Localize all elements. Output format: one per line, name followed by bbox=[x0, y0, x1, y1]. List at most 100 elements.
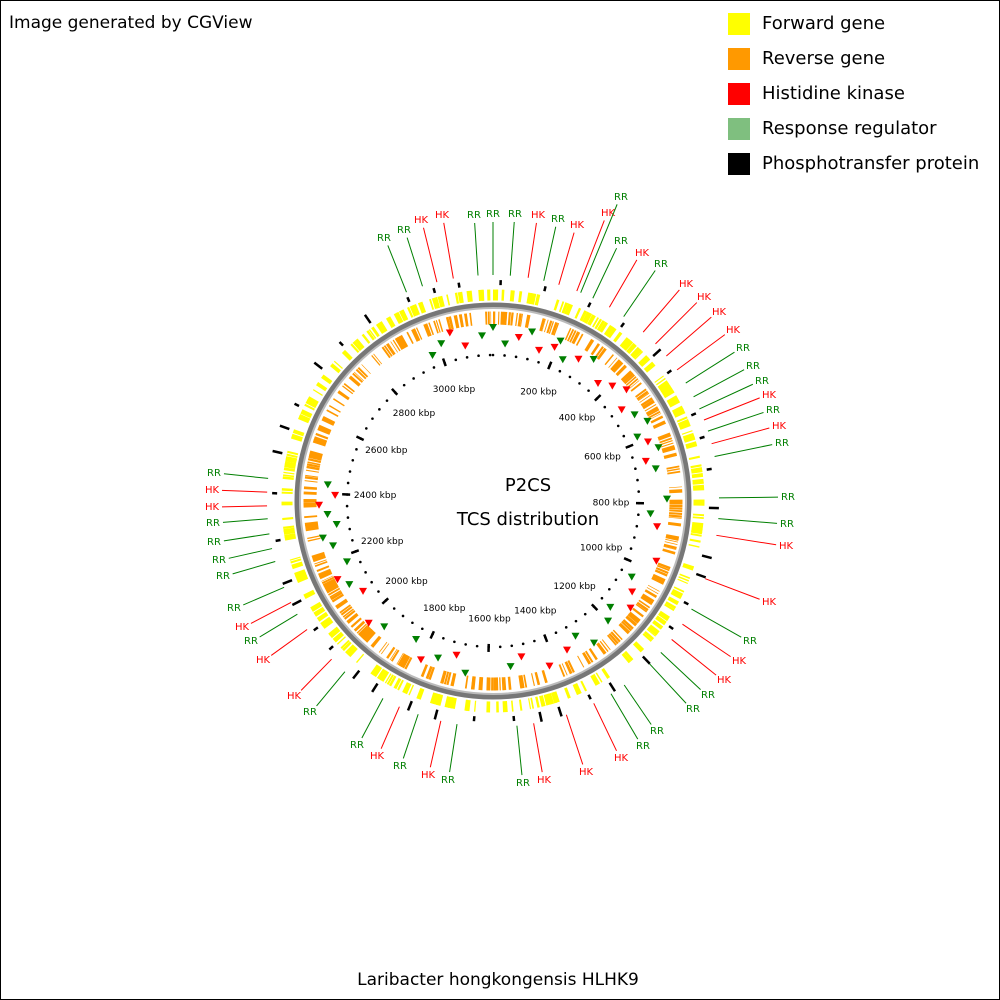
feature-label: HK bbox=[726, 325, 741, 336]
leader-line bbox=[655, 302, 698, 345]
reverse-gene bbox=[353, 620, 366, 632]
reverse-gene bbox=[357, 624, 369, 636]
forward-gene bbox=[596, 320, 606, 331]
leader-line bbox=[649, 663, 687, 704]
leader-line bbox=[516, 725, 523, 776]
ruler-dot bbox=[526, 357, 529, 361]
reverse-gene bbox=[640, 397, 653, 407]
reverse-gene bbox=[648, 410, 661, 419]
leader-line bbox=[691, 608, 742, 638]
leader-line bbox=[509, 221, 515, 276]
forward-gene bbox=[590, 673, 601, 686]
leader-line bbox=[223, 473, 269, 479]
feature-label: HK bbox=[421, 770, 436, 781]
feature-marker bbox=[333, 576, 342, 584]
reverse-gene bbox=[567, 660, 575, 673]
forward-gene bbox=[397, 679, 404, 691]
reverse-gene bbox=[357, 367, 369, 378]
reverse-gene bbox=[524, 314, 531, 328]
ruler-dot bbox=[401, 614, 405, 618]
leader-line bbox=[228, 548, 273, 559]
leader-line bbox=[593, 703, 617, 752]
forward-gene bbox=[332, 631, 345, 643]
ruler-dot bbox=[514, 355, 518, 359]
ruler-label: 800 kbp bbox=[593, 498, 630, 508]
reverse-gene bbox=[539, 318, 546, 332]
reverse-gene bbox=[413, 328, 421, 341]
ruler-dot bbox=[568, 375, 572, 379]
feature-label: RR bbox=[755, 376, 769, 387]
reverse-gene bbox=[445, 316, 452, 331]
ruler-dot bbox=[616, 424, 620, 428]
outer-mark bbox=[587, 302, 592, 308]
reverse-gene bbox=[604, 354, 614, 366]
forward-gene bbox=[434, 297, 440, 309]
reverse-gene bbox=[399, 654, 408, 668]
reverse-gene bbox=[327, 587, 341, 596]
forward-gene bbox=[306, 396, 319, 406]
leader-line bbox=[270, 629, 308, 656]
reverse-gene bbox=[624, 374, 636, 385]
forward-gene bbox=[298, 413, 311, 424]
feature-label: RR bbox=[441, 775, 455, 786]
ruler-tick bbox=[429, 630, 436, 640]
leader-line bbox=[387, 245, 407, 293]
reverse-gene bbox=[596, 347, 607, 360]
ruler-label: 2200 kbp bbox=[361, 537, 404, 547]
ruler-dot bbox=[537, 360, 540, 364]
forward-gene bbox=[284, 461, 297, 467]
forward-gene bbox=[632, 641, 645, 653]
forward-gene bbox=[437, 295, 445, 308]
feature-label: RR bbox=[775, 438, 789, 449]
forward-gene bbox=[594, 318, 603, 330]
ruler-dot bbox=[564, 626, 568, 629]
reverse-gene bbox=[663, 452, 678, 459]
forward-gene bbox=[311, 603, 323, 612]
reverse-gene bbox=[322, 578, 336, 587]
leader-line bbox=[660, 652, 701, 691]
reverse-gene bbox=[590, 343, 601, 356]
reverse-gene bbox=[551, 322, 558, 336]
forward-gene bbox=[370, 664, 380, 676]
feature-marker bbox=[359, 587, 368, 595]
forward-gene bbox=[388, 675, 397, 687]
outer-mark bbox=[291, 599, 302, 607]
ruler-dot bbox=[637, 513, 640, 517]
feature-label: HK bbox=[779, 541, 794, 552]
forward-gene bbox=[345, 644, 354, 654]
forward-gene bbox=[579, 310, 588, 322]
reverse-gene bbox=[558, 664, 566, 677]
forward-gene bbox=[663, 390, 675, 399]
feature-marker bbox=[331, 491, 340, 499]
ruler-dot bbox=[636, 478, 639, 482]
forward-gene bbox=[336, 636, 346, 645]
outer-mark bbox=[543, 286, 547, 292]
feature-label: RR bbox=[216, 571, 230, 582]
feature-marker bbox=[628, 588, 637, 596]
forward-gene bbox=[371, 326, 380, 338]
outer-mark bbox=[293, 402, 300, 408]
feature-label: RR bbox=[377, 233, 391, 244]
feature-marker bbox=[563, 646, 572, 654]
reverse-gene bbox=[446, 672, 452, 686]
forward-gene bbox=[572, 683, 582, 696]
leader-line bbox=[699, 383, 754, 410]
reverse-gene bbox=[618, 622, 631, 635]
forward-gene bbox=[330, 363, 341, 374]
outer-mark bbox=[313, 626, 319, 632]
ruler-dot bbox=[364, 571, 367, 574]
feature-marker bbox=[506, 663, 515, 671]
ruler-dot bbox=[377, 590, 380, 593]
forward-gene bbox=[333, 360, 343, 369]
outer-mark bbox=[371, 682, 379, 693]
outer-mark bbox=[557, 706, 563, 717]
reverse-gene bbox=[420, 664, 429, 678]
leader-line bbox=[610, 693, 639, 740]
reverse-gene bbox=[635, 603, 648, 613]
leader-line bbox=[222, 518, 268, 523]
leader-line bbox=[711, 427, 770, 445]
feature-marker bbox=[329, 542, 338, 550]
reverse-gene bbox=[582, 651, 592, 665]
leader-line bbox=[693, 369, 745, 398]
